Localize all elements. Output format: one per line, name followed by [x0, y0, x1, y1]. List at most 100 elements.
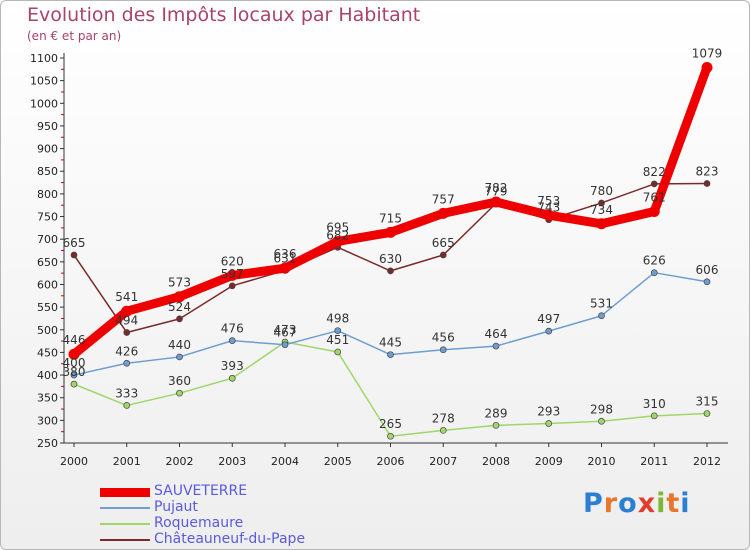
data-point	[226, 269, 238, 281]
data-point	[123, 402, 131, 409]
data-label: 446	[63, 333, 86, 347]
data-point	[228, 374, 236, 382]
data-point	[545, 327, 553, 335]
chart-series	[68, 62, 713, 440]
data-label: 531	[590, 297, 613, 311]
data-label: 541	[115, 290, 138, 304]
data-point	[545, 420, 553, 427]
y-tick-label: 350	[37, 392, 58, 405]
data-label: 757	[432, 192, 455, 206]
data-point	[121, 305, 133, 317]
legend-label: SAUVETERRE	[154, 483, 248, 499]
y-tick-label: 700	[37, 233, 58, 246]
data-point	[387, 432, 394, 440]
data-point	[228, 282, 236, 290]
data-point	[68, 348, 80, 360]
legend-label: Châteauneuf-du-Pape	[154, 531, 306, 547]
data-label: 494	[115, 313, 138, 327]
x-tick-label: 2003	[218, 455, 246, 468]
y-tick-label: 250	[37, 437, 58, 450]
data-label: 682	[326, 228, 349, 242]
data-label: 265	[379, 417, 402, 431]
data-label: 333	[115, 386, 138, 400]
y-tick-label: 1000	[30, 97, 58, 110]
x-tick-label: 2010	[588, 455, 616, 468]
data-label: 426	[115, 344, 138, 358]
data-point	[123, 359, 131, 367]
data-point	[334, 327, 342, 335]
data-point	[598, 199, 605, 207]
data-point	[176, 315, 183, 323]
data-label: 524	[168, 300, 191, 314]
data-point	[439, 251, 447, 259]
data-point	[176, 353, 183, 361]
data-point	[492, 421, 500, 429]
data-label: 298	[590, 402, 613, 416]
proxiti-logo: Proxiti	[583, 488, 691, 519]
x-tick-label: 2005	[324, 455, 352, 468]
data-point	[650, 269, 658, 277]
y-tick-label: 450	[37, 346, 58, 359]
data-label: 782	[485, 181, 508, 195]
data-point	[648, 206, 660, 218]
x-tick-label: 2001	[113, 455, 141, 468]
x-tick-label: 2007	[429, 455, 457, 468]
data-label: 715	[379, 211, 402, 225]
data-point	[387, 351, 394, 359]
y-tick-label: 950	[37, 120, 58, 133]
data-point	[598, 312, 605, 320]
data-label: 456	[432, 331, 455, 345]
data-label: 780	[590, 184, 613, 198]
data-point	[281, 341, 289, 349]
data-point	[492, 342, 500, 350]
data-label: 779	[485, 184, 508, 198]
data-point	[70, 371, 78, 379]
data-label: 665	[63, 236, 86, 250]
x-tick-label: 2004	[271, 455, 299, 468]
data-labels: 446 541 573 620 636 695 715 757 782 753 734 761 1079…	[63, 47, 723, 432]
data-point	[387, 267, 394, 275]
data-label: 630	[379, 252, 402, 266]
data-label: 315	[696, 395, 719, 409]
legend-label: Pujaut	[154, 499, 198, 515]
data-point	[70, 251, 78, 259]
y-tick-label: 850	[37, 165, 58, 178]
y-tick-label: 750	[37, 211, 58, 224]
y-tick-label: 800	[37, 188, 58, 201]
data-point	[279, 262, 291, 274]
data-label: 467	[274, 326, 297, 340]
data-label: 400	[63, 356, 86, 370]
legend-swatch	[100, 507, 150, 509]
data-label: 464	[485, 327, 508, 341]
data-point	[385, 226, 396, 238]
logo-letter: P	[583, 488, 604, 519]
data-point	[543, 209, 555, 221]
data-point	[70, 380, 78, 388]
y-tick-label: 650	[37, 256, 58, 269]
chart-subtitle: (en € et par an)	[27, 29, 122, 43]
data-label: 573	[168, 276, 191, 290]
data-point	[439, 346, 447, 354]
x-tick-label: 2002	[166, 455, 194, 468]
data-label: 597	[221, 267, 244, 281]
data-label: 289	[485, 406, 508, 420]
y-tick-label: 900	[37, 143, 58, 156]
x-tick-label: 2000	[60, 455, 88, 468]
data-label: 1079	[692, 47, 723, 61]
x-tick-label: 2012	[693, 455, 721, 468]
data-label: 445	[379, 336, 402, 350]
data-label: 473	[274, 323, 297, 337]
logo-letter: o	[618, 488, 638, 519]
data-label: 626	[643, 254, 666, 268]
logo-letter: t	[666, 488, 681, 519]
legend-label: Roquemaure	[154, 515, 244, 531]
x-tick-label: 2009	[535, 455, 563, 468]
x-tick-label: 2006	[377, 455, 405, 468]
data-label: 734	[590, 203, 613, 217]
data-label: 498	[326, 312, 349, 326]
data-point	[598, 417, 605, 425]
y-tick-label: 400	[37, 369, 58, 382]
data-label: 476	[221, 322, 244, 336]
data-label: 310	[643, 397, 666, 411]
